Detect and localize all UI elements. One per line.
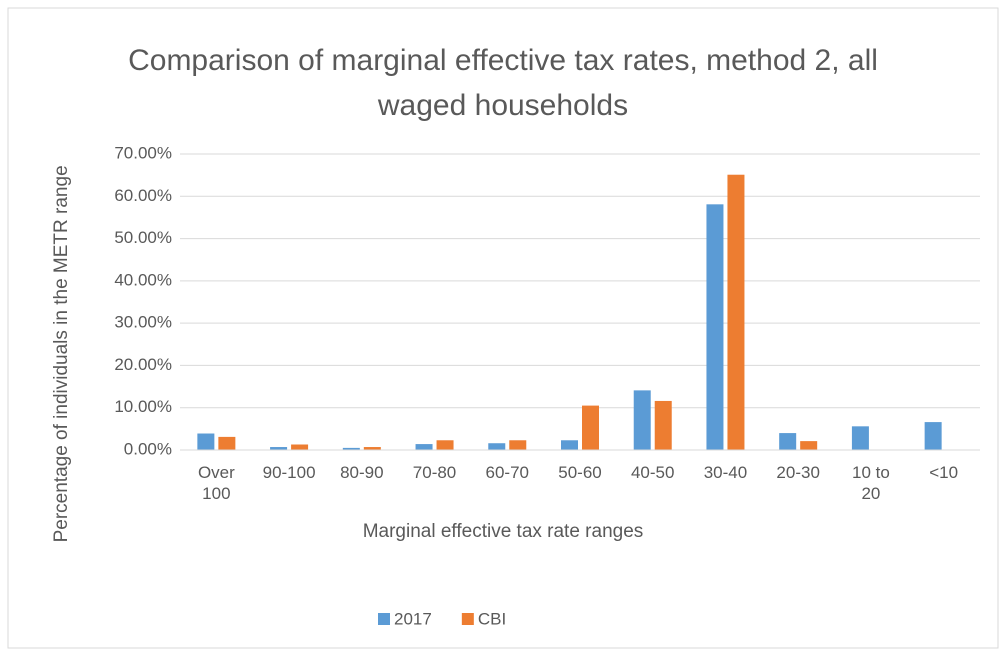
bar	[197, 433, 215, 450]
bar	[654, 400, 672, 450]
x-tick-label: 60-70	[485, 463, 529, 482]
chart-title: Comparison of marginal effective tax rat…	[128, 44, 878, 122]
legend-swatch	[461, 613, 474, 625]
bar	[727, 174, 745, 450]
y-tick-label: 0.00%	[124, 439, 172, 458]
chart-border	[7, 7, 999, 649]
bar	[270, 447, 288, 450]
x-tick-label: 40-50	[630, 463, 675, 482]
bar	[436, 440, 454, 450]
x-tick-label: 90-100	[262, 463, 316, 482]
bar	[582, 405, 599, 450]
y-tick-label: 50.00%	[114, 228, 172, 247]
y-axis-title: Percentage of individuals in the METR ra…	[51, 165, 73, 543]
x-tick-label: 80-90	[340, 463, 384, 482]
y-tick-label: 40.00%	[114, 270, 172, 289]
legend-swatch	[378, 613, 390, 625]
bar	[342, 447, 360, 450]
bar	[415, 444, 433, 450]
bar	[924, 422, 942, 450]
bar	[218, 436, 236, 450]
y-tick-label: 20.00%	[114, 355, 172, 374]
y-tick-label: 70.00%	[114, 143, 172, 162]
legend-label: CBI	[478, 609, 506, 628]
bar	[561, 440, 578, 450]
x-tick-label: Over 100	[197, 463, 235, 504]
y-tick-label: 30.00%	[114, 313, 172, 332]
x-tick-label: 30-40	[703, 463, 748, 482]
x-axis-title: Marginal effective tax rate ranges	[362, 521, 644, 542]
bar	[488, 443, 506, 450]
x-tick-label: 70-80	[412, 463, 457, 482]
bar	[851, 426, 869, 450]
bar	[633, 390, 651, 450]
x-tick-label: 20-30	[776, 463, 820, 482]
bar	[291, 444, 309, 450]
bar	[509, 440, 527, 450]
bar	[363, 447, 381, 450]
bar	[800, 441, 818, 450]
bar	[779, 433, 797, 450]
y-tick-label: 10.00%	[114, 397, 172, 416]
bar	[706, 204, 724, 450]
y-tick-label: 60.00%	[114, 186, 172, 205]
x-tick-label: 10 to 20	[852, 463, 890, 504]
x-tick-label: <10	[929, 463, 959, 482]
legend-label: 2017	[394, 609, 432, 628]
x-tick-label: 50-60	[558, 463, 602, 482]
